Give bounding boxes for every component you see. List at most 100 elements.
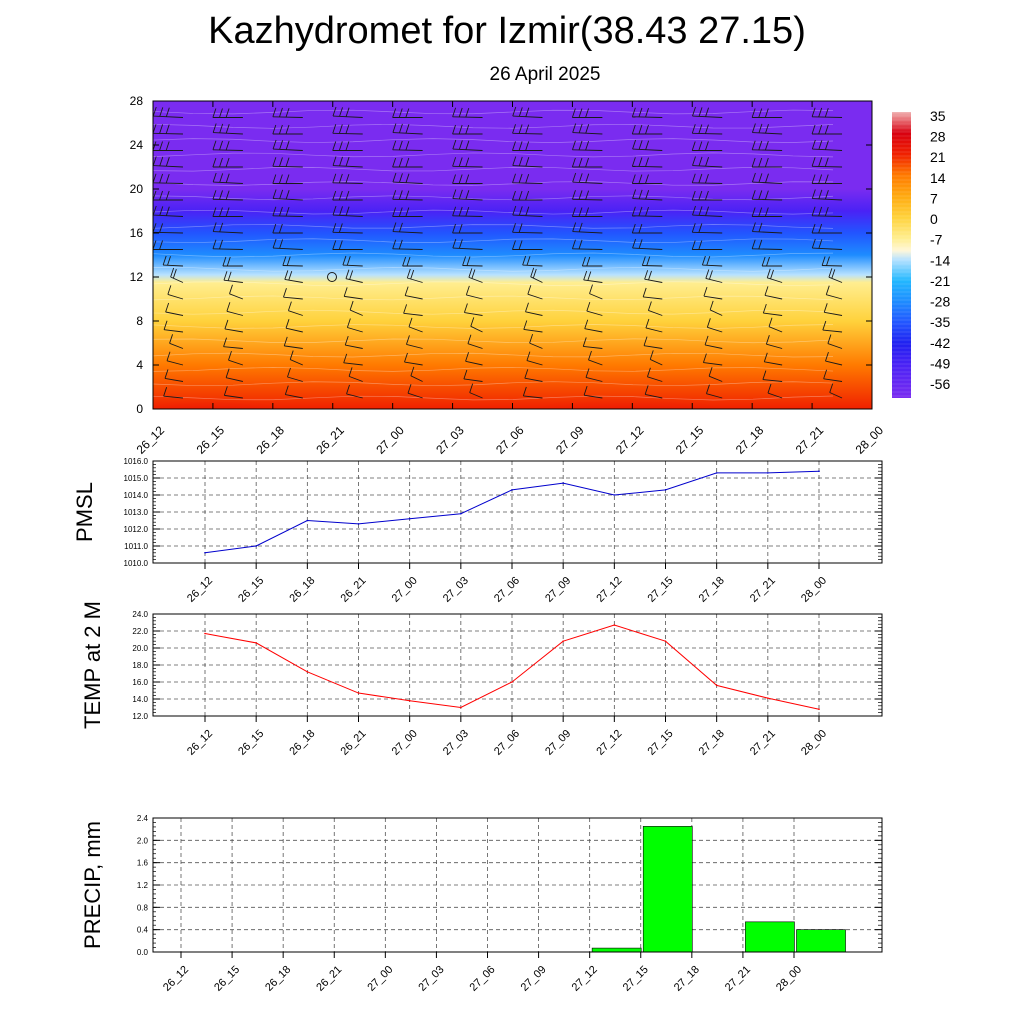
heatmap-panel: 0 4 8 12 16 20 24 28 26_12 26_15 26_18 26_21 27_00 27… xyxy=(130,94,887,457)
wind-barb xyxy=(752,198,783,201)
wind-barb-flag xyxy=(153,173,157,183)
wind-barb-flag xyxy=(585,108,590,118)
wind-barb xyxy=(650,359,663,366)
data-point xyxy=(818,708,820,710)
x-tick-label: 27_15 xyxy=(646,728,676,758)
x-tick-label: 26_15 xyxy=(212,964,242,994)
wind-barb xyxy=(526,360,543,366)
wind-barb-flag xyxy=(572,222,577,232)
data-point xyxy=(511,489,513,491)
wind-barb-flag xyxy=(278,174,283,184)
colorbar-label: 21 xyxy=(930,149,946,165)
wind-barb-flag xyxy=(698,173,703,184)
wind-barb-flag xyxy=(285,190,290,200)
wind-barb-flag xyxy=(641,256,646,266)
wind-barb xyxy=(346,393,363,399)
wind-barb-flag xyxy=(524,369,529,379)
wind-barb xyxy=(632,165,663,168)
wind-barb-flag xyxy=(338,190,343,201)
wind-barb-flag xyxy=(572,239,576,249)
warm-blob xyxy=(153,354,323,409)
y-tick-label: 28 xyxy=(130,94,144,108)
precip-bar xyxy=(591,947,642,953)
wind-barb-flag xyxy=(169,334,174,344)
wind-barb-flag xyxy=(582,337,587,347)
wind-barb xyxy=(288,310,303,316)
data-point xyxy=(818,470,820,473)
wind-barb-flag xyxy=(467,334,472,344)
y-tick-label: 0.0 xyxy=(137,948,149,957)
wind-barb xyxy=(583,346,603,349)
wind-barb xyxy=(224,328,243,333)
wind-barb xyxy=(464,312,483,316)
wind-barb-flag xyxy=(223,337,227,347)
wind-barb xyxy=(703,362,723,366)
wind-barb xyxy=(467,343,483,349)
wind-barb-flag xyxy=(465,140,470,150)
wind-barb-flag xyxy=(766,256,770,267)
wind-barb xyxy=(572,231,603,234)
wind-barb-flag xyxy=(758,123,763,134)
wind-barb xyxy=(829,392,843,399)
wind-barb-flag xyxy=(631,174,636,184)
wind-barb xyxy=(404,361,423,366)
wind-barb-flag xyxy=(638,140,643,150)
wind-barb-flag xyxy=(228,350,232,361)
wind-barb xyxy=(285,327,303,333)
wind-barb-flag xyxy=(159,190,163,201)
wind-barb-flag xyxy=(827,334,832,344)
wind-barb-flag xyxy=(631,107,636,117)
wind-barb-flag xyxy=(159,107,164,117)
wind-barb xyxy=(527,293,543,300)
wind-barb-flag xyxy=(647,301,652,311)
heatmap-fill xyxy=(153,101,872,409)
y-tick-label: 1012.0 xyxy=(124,525,149,534)
wind-barb-flag xyxy=(644,270,649,280)
wind-barb xyxy=(692,214,723,217)
wind-barb-flag xyxy=(405,157,410,168)
wind-barb-flag xyxy=(392,140,397,150)
wind-barb-flag xyxy=(332,205,337,216)
wind-barb xyxy=(692,182,723,184)
wind-barb-flag xyxy=(585,173,590,183)
x-tick-label: 27_06 xyxy=(468,964,498,994)
colorbar-label: -21 xyxy=(930,273,950,289)
wind-barb-flag xyxy=(705,107,709,117)
wind-barb-flag xyxy=(751,157,756,168)
wind-barb-flag xyxy=(691,124,696,134)
wind-barb-flag xyxy=(530,267,535,277)
wind-barb-flag xyxy=(698,223,703,233)
wind-barb-flag xyxy=(578,157,583,168)
wind-barb xyxy=(764,294,783,300)
wind-barb-flag xyxy=(458,124,463,135)
wind-barb-flag xyxy=(824,107,829,118)
wind-barb-flag xyxy=(708,367,713,377)
x-tick-label: 26_21 xyxy=(314,964,344,994)
data-point xyxy=(613,624,616,626)
wind-barb-flag xyxy=(344,335,349,346)
x-tick-label: 26_18 xyxy=(253,423,287,457)
wind-barb-flag xyxy=(692,106,696,117)
wind-barb-flag xyxy=(631,206,636,216)
wind-barb xyxy=(752,149,783,151)
wind-barb-flag xyxy=(272,223,277,234)
wind-barb-flag xyxy=(153,156,157,166)
wind-barb-flag xyxy=(706,318,711,328)
wind-barb xyxy=(763,312,783,316)
wind-barb xyxy=(349,309,363,316)
contour-line xyxy=(153,109,834,115)
wind-barb xyxy=(213,231,243,234)
wind-barb-flag xyxy=(165,302,170,313)
wind-barb-flag xyxy=(706,384,710,394)
wind-barb xyxy=(392,231,423,234)
wind-barb xyxy=(452,165,483,168)
wind-barb xyxy=(632,247,663,250)
wind-barb-flag xyxy=(512,173,516,183)
contour-line xyxy=(153,281,834,286)
wind-barb-flag xyxy=(332,106,337,117)
contour-line xyxy=(153,123,834,129)
wind-barb xyxy=(153,165,183,168)
wind-barb-flag xyxy=(758,207,763,217)
wind-barb-flag xyxy=(525,173,530,184)
wind-barb-flag xyxy=(649,350,654,360)
